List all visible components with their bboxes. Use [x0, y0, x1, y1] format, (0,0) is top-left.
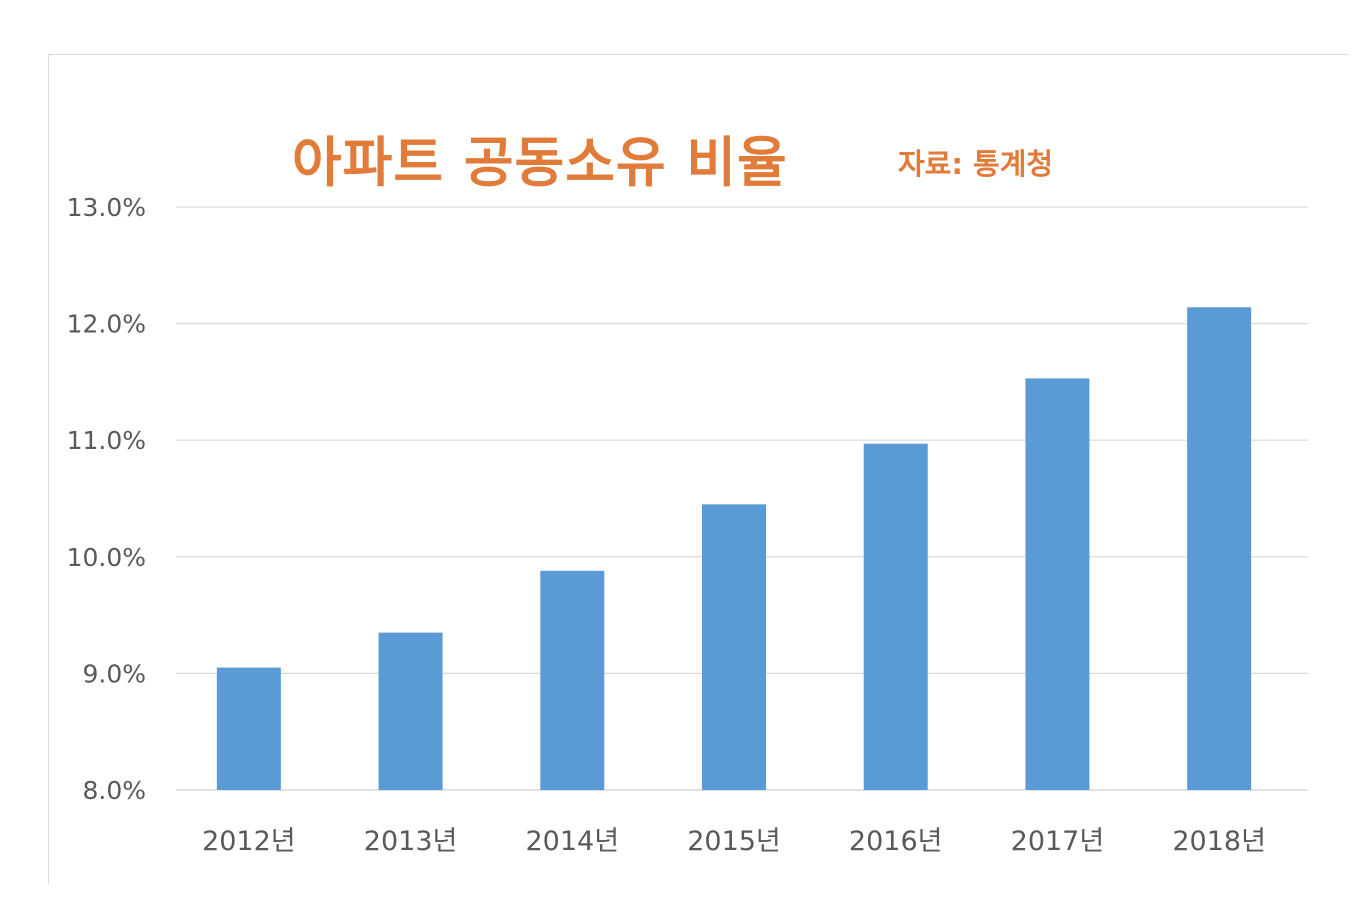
bar	[1187, 307, 1252, 790]
x-tick-label: 2016년	[849, 826, 943, 857]
x-tick-label: 2018년	[1172, 826, 1266, 857]
y-tick-label: 9.0%	[82, 659, 146, 688]
y-tick-label: 13.0%	[67, 193, 146, 222]
bar	[540, 570, 605, 790]
chart-title: 아파트 공동소유 비율	[292, 131, 788, 194]
x-tick-label: 2013년	[364, 826, 458, 857]
chart-source: 자료: 통계청	[898, 147, 1054, 181]
x-tick-label: 2017년	[1011, 826, 1105, 857]
gridlines	[176, 206, 1308, 791]
y-tick-label: 11.0%	[67, 426, 146, 455]
x-tick-label: 2014년	[526, 826, 620, 857]
bar	[216, 667, 281, 790]
y-tick-label: 10.0%	[67, 543, 146, 572]
bar	[1025, 378, 1090, 790]
bar	[863, 443, 928, 790]
bars	[216, 307, 1252, 790]
x-tick-label: 2015년	[687, 826, 781, 857]
bar	[378, 632, 443, 790]
bar	[702, 504, 766, 790]
y-tick-label: 12.0%	[67, 310, 146, 339]
x-tick-label: 2012년	[202, 826, 296, 857]
y-axis-ticks: 8.0% 9.0% 10.0% 11.0% 12.0% 13.0%	[67, 193, 146, 805]
x-axis-labels: 2012년 2013년 2014년 2015년 2016년 2017년 2018년	[202, 826, 1266, 857]
chart-frame	[48, 54, 1348, 884]
y-tick-label: 8.0%	[82, 776, 146, 805]
